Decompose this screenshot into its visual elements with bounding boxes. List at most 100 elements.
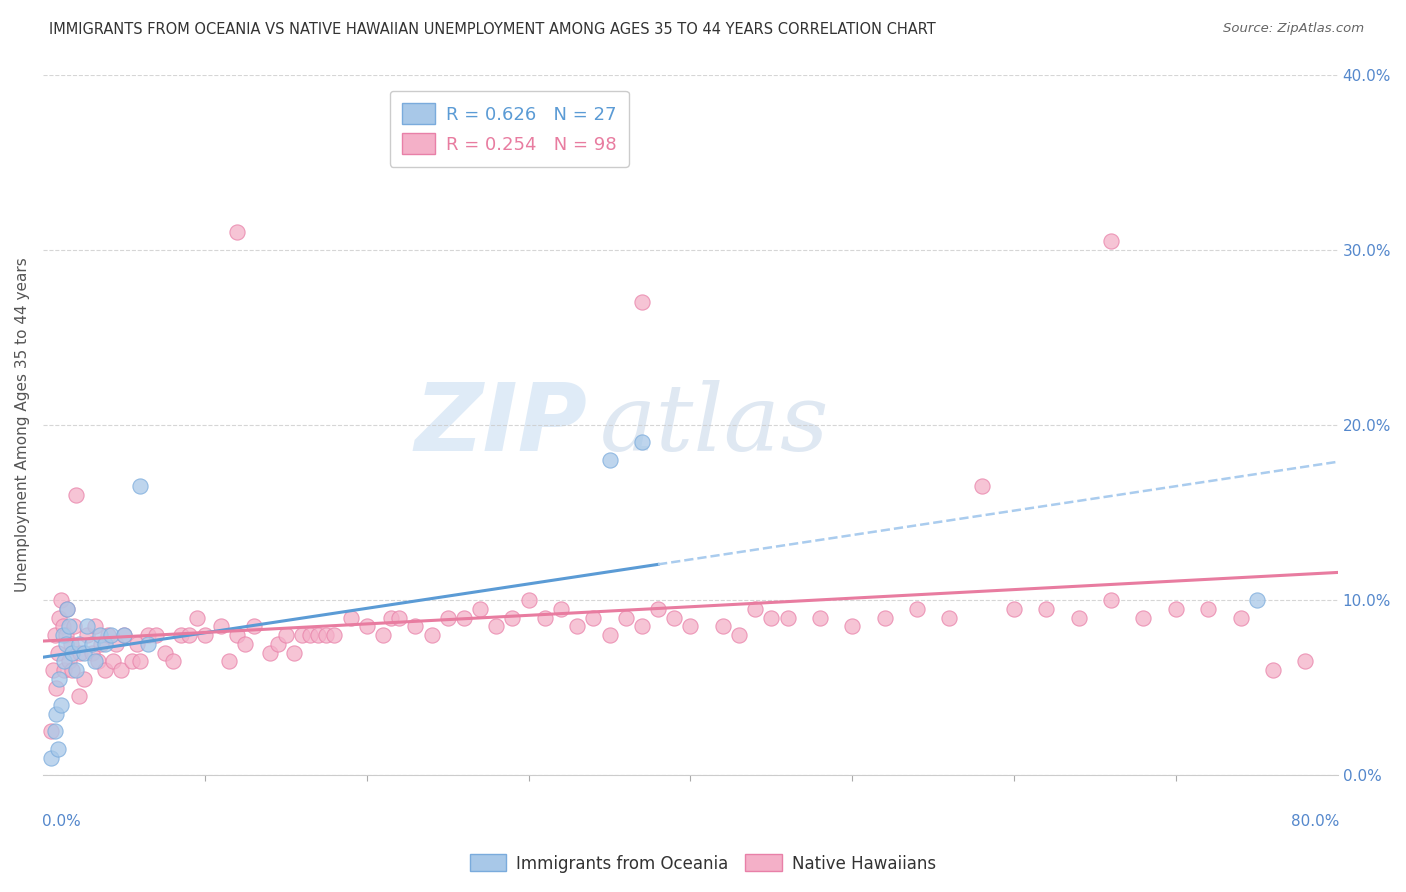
Point — [291, 628, 314, 642]
Point — [49, 698, 72, 712]
Point — [599, 628, 621, 642]
Point — [44, 628, 66, 642]
Point — [110, 663, 132, 677]
Point — [44, 724, 66, 739]
Text: atlas: atlas — [600, 380, 830, 470]
Point — [49, 593, 72, 607]
Point — [46, 742, 69, 756]
Point — [45, 706, 67, 721]
Point — [1246, 593, 1268, 607]
Point — [87, 654, 110, 668]
Point — [55, 637, 77, 651]
Point — [153, 646, 176, 660]
Point — [631, 619, 654, 633]
Point — [1132, 610, 1154, 624]
Text: 80.0%: 80.0% — [1291, 814, 1339, 829]
Point — [565, 619, 588, 633]
Point — [485, 619, 508, 633]
Point — [283, 646, 305, 660]
Point — [323, 628, 346, 642]
Point — [259, 646, 281, 660]
Point — [112, 628, 135, 642]
Point — [873, 610, 896, 624]
Point — [356, 619, 378, 633]
Point — [218, 654, 240, 668]
Legend: R = 0.626   N = 27, R = 0.254   N = 98: R = 0.626 N = 27, R = 0.254 N = 98 — [389, 91, 628, 167]
Point — [226, 225, 249, 239]
Point — [76, 628, 98, 642]
Point — [647, 601, 669, 615]
Point — [97, 628, 120, 642]
Text: 0.0%: 0.0% — [42, 814, 80, 829]
Point — [186, 610, 208, 624]
Point — [242, 619, 264, 633]
Point — [679, 619, 702, 633]
Point — [48, 672, 70, 686]
Y-axis label: Unemployment Among Ages 35 to 44 years: Unemployment Among Ages 35 to 44 years — [15, 258, 30, 592]
Point — [404, 619, 426, 633]
Point — [65, 663, 87, 677]
Point — [614, 610, 637, 624]
Point — [65, 488, 87, 502]
Point — [517, 593, 540, 607]
Point — [69, 646, 91, 660]
Text: IMMIGRANTS FROM OCEANIA VS NATIVE HAWAIIAN UNEMPLOYMENT AMONG AGES 35 TO 44 YEAR: IMMIGRANTS FROM OCEANIA VS NATIVE HAWAII… — [49, 22, 936, 37]
Point — [841, 619, 863, 633]
Point — [145, 628, 167, 642]
Point — [56, 601, 79, 615]
Point — [60, 646, 83, 660]
Point — [105, 637, 128, 651]
Point — [582, 610, 605, 624]
Point — [307, 628, 329, 642]
Point — [121, 654, 143, 668]
Point — [55, 628, 77, 642]
Point — [420, 628, 443, 642]
Point — [1197, 601, 1219, 615]
Point — [39, 750, 62, 764]
Point — [711, 619, 734, 633]
Point — [1002, 601, 1025, 615]
Point — [938, 610, 960, 624]
Point — [129, 479, 152, 493]
Point — [388, 610, 411, 624]
Point — [299, 628, 322, 642]
Point — [453, 610, 475, 624]
Point — [664, 610, 686, 624]
Point — [631, 295, 654, 310]
Text: Source: ZipAtlas.com: Source: ZipAtlas.com — [1223, 22, 1364, 36]
Point — [125, 637, 148, 651]
Point — [52, 628, 75, 642]
Point — [45, 681, 67, 695]
Point — [162, 654, 184, 668]
Point — [67, 690, 90, 704]
Point — [1099, 234, 1122, 248]
Point — [267, 637, 290, 651]
Point — [80, 637, 103, 651]
Point — [1099, 593, 1122, 607]
Point — [59, 637, 82, 651]
Point — [226, 628, 249, 642]
Point — [56, 601, 79, 615]
Point — [72, 672, 94, 686]
Point — [744, 601, 766, 615]
Point — [380, 610, 402, 624]
Point — [533, 610, 555, 624]
Point — [93, 663, 115, 677]
Point — [84, 654, 107, 668]
Point — [138, 628, 160, 642]
Point — [776, 610, 799, 624]
Point — [1229, 610, 1251, 624]
Point — [53, 654, 76, 668]
Point — [631, 435, 654, 450]
Point — [84, 619, 107, 633]
Point — [89, 628, 111, 642]
Point — [138, 637, 160, 651]
Text: ZIP: ZIP — [413, 379, 586, 471]
Point — [761, 610, 783, 624]
Point — [72, 646, 94, 660]
Point — [468, 601, 491, 615]
Point — [60, 663, 83, 677]
Point — [48, 610, 70, 624]
Point — [80, 646, 103, 660]
Point — [371, 628, 394, 642]
